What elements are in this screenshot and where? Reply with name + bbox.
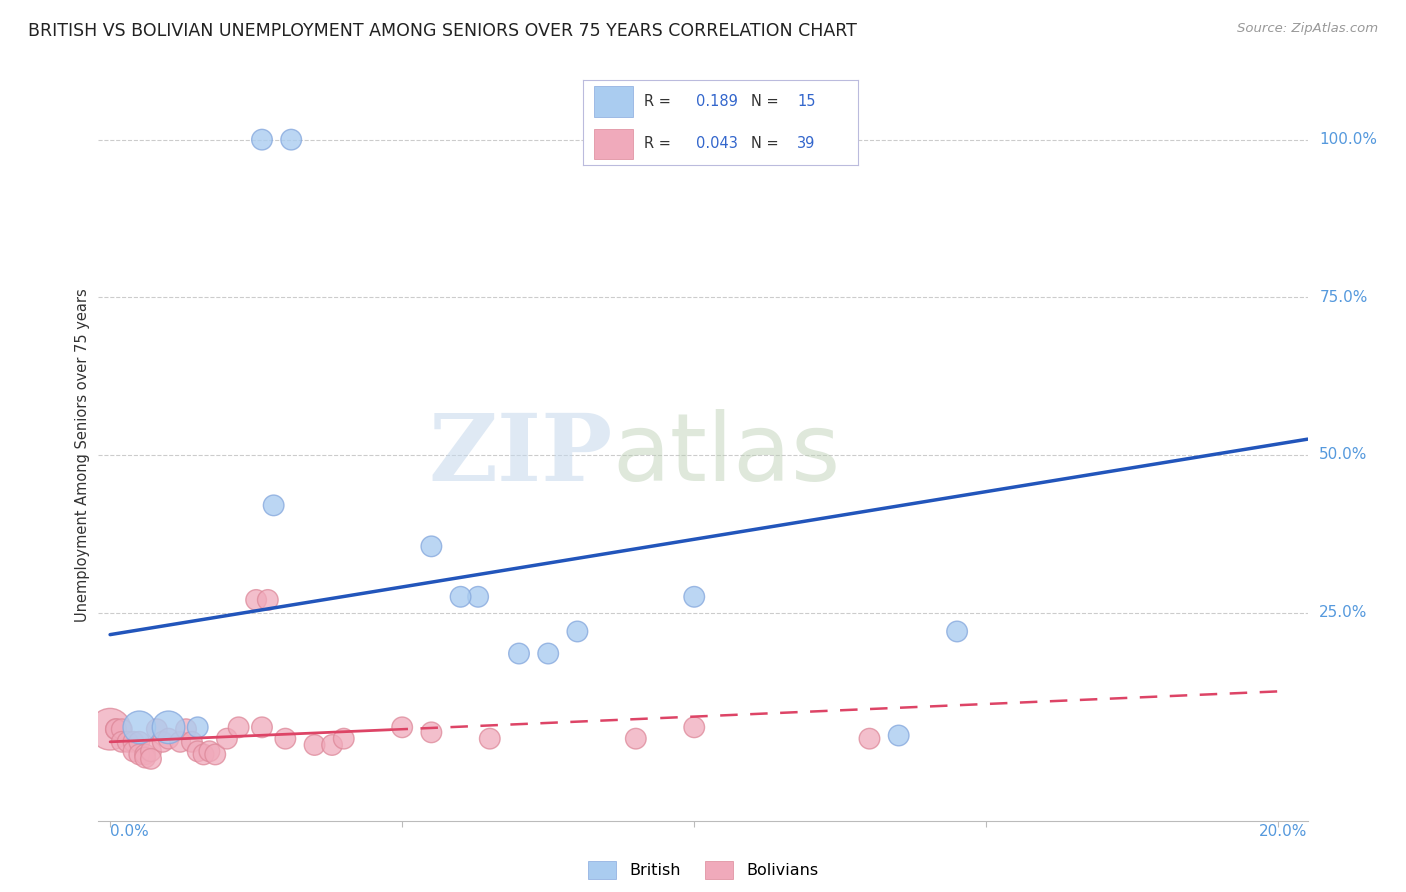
Point — [134, 747, 156, 762]
Point — [508, 647, 530, 661]
Text: 0.189: 0.189 — [696, 94, 738, 109]
Point — [122, 744, 145, 758]
Point — [683, 720, 706, 734]
Point — [250, 133, 273, 147]
Text: N =: N = — [751, 94, 783, 109]
Text: atlas: atlas — [612, 409, 841, 501]
Point — [204, 747, 226, 762]
Text: 39: 39 — [797, 136, 815, 152]
Bar — [595, 87, 633, 117]
Point — [274, 731, 297, 746]
Point — [683, 590, 706, 604]
Point — [250, 720, 273, 734]
Point — [152, 735, 174, 749]
Point — [122, 735, 145, 749]
Point — [169, 735, 191, 749]
Text: N =: N = — [751, 136, 783, 152]
Point — [157, 720, 180, 734]
Point — [263, 499, 285, 513]
Text: 100.0%: 100.0% — [1319, 132, 1378, 147]
Point — [280, 133, 302, 147]
Point — [104, 723, 127, 737]
Point — [420, 725, 443, 739]
Point — [537, 647, 560, 661]
Point — [174, 723, 197, 737]
Text: 0.0%: 0.0% — [110, 824, 149, 838]
Point — [228, 720, 250, 734]
Point — [198, 744, 221, 758]
Text: 15: 15 — [797, 94, 815, 109]
Text: BRITISH VS BOLIVIAN UNEMPLOYMENT AMONG SENIORS OVER 75 YEARS CORRELATION CHART: BRITISH VS BOLIVIAN UNEMPLOYMENT AMONG S… — [28, 22, 858, 40]
Point — [420, 539, 443, 553]
Text: 75.0%: 75.0% — [1319, 290, 1368, 305]
Point — [467, 590, 489, 604]
Point — [332, 731, 354, 746]
Point — [887, 729, 910, 743]
Point — [478, 731, 501, 746]
Point — [134, 750, 156, 764]
Legend: British, Bolivians: British, Bolivians — [581, 855, 825, 886]
Text: 25.0%: 25.0% — [1319, 605, 1368, 620]
Point — [146, 723, 169, 737]
Point — [215, 731, 238, 746]
Point — [180, 735, 202, 749]
Point — [128, 735, 150, 749]
Text: 50.0%: 50.0% — [1319, 448, 1368, 462]
Point — [128, 747, 150, 762]
Bar — [595, 128, 633, 159]
Point — [567, 624, 589, 639]
Point — [111, 735, 134, 749]
Point — [187, 744, 209, 758]
Point — [245, 593, 267, 607]
Point — [193, 747, 215, 762]
Text: ZIP: ZIP — [427, 410, 612, 500]
Text: 20.0%: 20.0% — [1260, 824, 1308, 838]
Text: R =: R = — [644, 94, 675, 109]
Text: 0.043: 0.043 — [696, 136, 738, 152]
Point — [304, 738, 326, 752]
Point — [139, 752, 162, 766]
Point — [321, 738, 343, 752]
Point — [946, 624, 969, 639]
Point — [450, 590, 472, 604]
Text: Source: ZipAtlas.com: Source: ZipAtlas.com — [1237, 22, 1378, 36]
Point — [128, 720, 150, 734]
Text: R =: R = — [644, 136, 675, 152]
Point — [256, 593, 278, 607]
Point — [858, 731, 880, 746]
Point — [98, 723, 121, 737]
Point — [139, 744, 162, 758]
Point — [624, 731, 647, 746]
Y-axis label: Unemployment Among Seniors over 75 years: Unemployment Among Seniors over 75 years — [75, 288, 90, 622]
Point — [104, 723, 127, 737]
Point — [157, 731, 180, 746]
Point — [117, 735, 139, 749]
Point — [391, 720, 413, 734]
Point — [187, 720, 209, 734]
Point — [111, 723, 134, 737]
